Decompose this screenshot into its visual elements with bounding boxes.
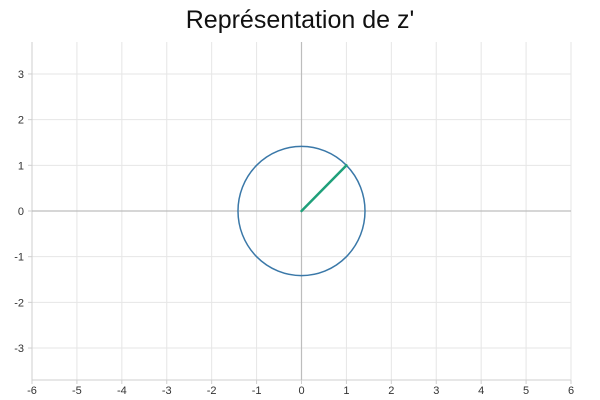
axis-layer [31, 42, 571, 381]
y-tick-label: 1 [18, 160, 24, 172]
y-tick-label: -1 [14, 252, 24, 264]
y-tick-label: 0 [18, 206, 24, 218]
x-tick-label: -1 [252, 385, 262, 397]
x-tick-label: -2 [207, 385, 217, 397]
chart-title: Représentation de z' [186, 6, 415, 34]
y-tick-label: -2 [14, 297, 24, 309]
x-tick-label: -5 [72, 385, 82, 397]
x-tick-label: -6 [27, 385, 37, 397]
y-tick-label: -3 [14, 343, 24, 355]
x-tick-label: 1 [343, 385, 349, 397]
x-tick-label: 0 [298, 385, 304, 397]
series-layer [237, 145, 366, 277]
x-tick-label: 5 [523, 385, 529, 397]
x-tick-label: 4 [478, 385, 484, 397]
circle-series [237, 145, 366, 277]
grid-layer [28, 42, 572, 384]
tick-label-layer: -6 -5 -4 -3 -2 -1 0 1 2 3 4 5 6 -3 -2 -1 0 1 2 3 [14, 69, 574, 397]
x-tick-label: 3 [433, 385, 439, 397]
x-tick-label: -3 [162, 385, 172, 397]
x-tick-label: 2 [388, 385, 394, 397]
x-tick-label: -4 [117, 385, 127, 397]
y-tick-label: 2 [18, 115, 24, 127]
y-tick-label: 3 [18, 69, 24, 81]
x-tick-label: 6 [568, 385, 574, 397]
vector-segment-series [300, 164, 348, 213]
